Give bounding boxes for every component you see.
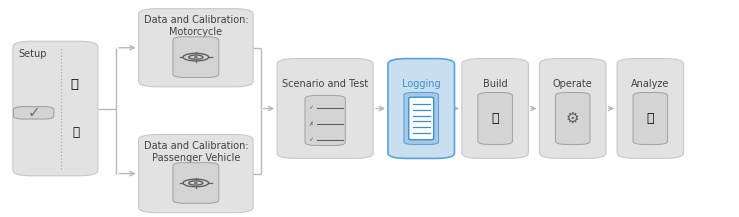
Text: ✗: ✗ (308, 122, 313, 127)
Text: 🔧: 🔧 (491, 112, 499, 125)
FancyBboxPatch shape (388, 59, 454, 158)
FancyBboxPatch shape (556, 92, 590, 145)
Text: Operate: Operate (553, 79, 593, 89)
FancyBboxPatch shape (633, 92, 667, 145)
Text: Data and Calibration:
Motorcycle: Data and Calibration: Motorcycle (143, 15, 248, 37)
FancyBboxPatch shape (305, 95, 345, 145)
Circle shape (194, 57, 197, 58)
Text: Build: Build (483, 79, 508, 89)
Text: Data and Calibration:
Passenger Vehicle: Data and Calibration: Passenger Vehicle (143, 141, 248, 163)
FancyBboxPatch shape (13, 107, 54, 119)
FancyBboxPatch shape (478, 92, 512, 145)
Text: 🏍: 🏍 (72, 126, 79, 139)
FancyBboxPatch shape (138, 135, 253, 213)
Text: 🚗: 🚗 (70, 78, 78, 91)
Text: ✓: ✓ (27, 105, 40, 120)
Circle shape (194, 182, 197, 183)
Text: Scenario and Test: Scenario and Test (282, 79, 368, 89)
FancyBboxPatch shape (409, 97, 434, 140)
FancyBboxPatch shape (277, 59, 373, 158)
FancyBboxPatch shape (173, 37, 219, 77)
FancyBboxPatch shape (462, 59, 528, 158)
FancyBboxPatch shape (404, 92, 438, 145)
Text: ✓: ✓ (308, 105, 313, 110)
Text: Analyze: Analyze (631, 79, 670, 89)
Text: Logging: Logging (402, 79, 440, 89)
Text: ✓: ✓ (308, 137, 313, 142)
Text: 🔍: 🔍 (647, 112, 654, 125)
FancyBboxPatch shape (617, 59, 684, 158)
FancyBboxPatch shape (13, 41, 98, 176)
Text: Setup: Setup (18, 49, 47, 59)
Text: ⚙: ⚙ (566, 111, 579, 126)
FancyBboxPatch shape (173, 163, 219, 203)
FancyBboxPatch shape (138, 9, 253, 87)
FancyBboxPatch shape (539, 59, 606, 158)
